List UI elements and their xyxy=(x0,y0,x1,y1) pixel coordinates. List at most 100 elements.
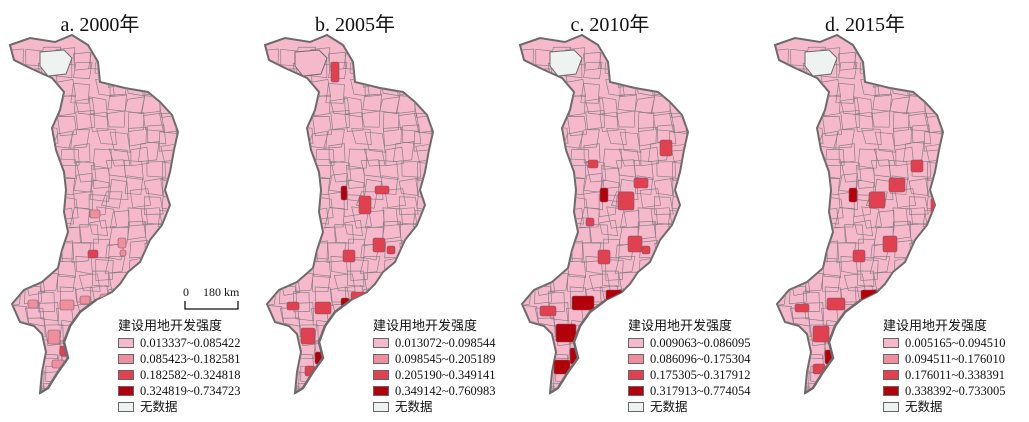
district-boundary xyxy=(297,97,316,117)
coastline xyxy=(804,299,862,395)
district-boundary xyxy=(944,158,961,177)
district-high xyxy=(386,245,396,255)
district-boundary xyxy=(10,211,30,234)
district-boundary xyxy=(589,224,609,244)
district-boundary xyxy=(657,124,677,145)
district-boundary xyxy=(428,93,433,114)
district-boundary xyxy=(126,65,146,86)
district-boundary xyxy=(905,207,928,226)
district-boundary xyxy=(74,368,96,386)
district-boundary xyxy=(785,133,806,152)
legend-label: 0.182582~0.324818 xyxy=(140,368,241,382)
district-boundary xyxy=(822,273,841,293)
district-boundary xyxy=(429,116,433,135)
district-high xyxy=(555,323,577,343)
legend-swatch xyxy=(118,402,134,412)
legend-item: 0.005165~0.094510 xyxy=(883,335,1006,351)
district-boundary xyxy=(265,160,282,178)
legend-label: 0.338392~0.733005 xyxy=(905,384,1006,398)
district-boundary xyxy=(347,304,367,326)
district-boundary xyxy=(941,272,943,289)
district-boundary xyxy=(842,349,861,370)
district-boundary xyxy=(792,340,812,357)
district-boundary xyxy=(23,285,42,305)
district-boundary xyxy=(923,51,943,75)
district-boundary xyxy=(395,207,418,226)
district-boundary xyxy=(547,252,568,269)
legend-item: 0.317913~0.774054 xyxy=(628,383,751,399)
legend-label: 无数据 xyxy=(650,400,688,414)
district-boundary xyxy=(140,207,163,226)
district-boundary xyxy=(670,290,688,310)
district-boundary xyxy=(398,270,417,291)
district-boundary xyxy=(430,239,433,263)
district-boundary xyxy=(393,64,412,85)
district-boundary xyxy=(312,273,331,293)
legend-label: 0.013337~0.085422 xyxy=(140,336,241,350)
district-boundary xyxy=(673,236,688,254)
district-boundary xyxy=(79,224,99,244)
district-boundary xyxy=(174,116,178,135)
district-boundary xyxy=(825,149,845,166)
district-boundary xyxy=(334,224,354,244)
district-boundary xyxy=(939,44,943,64)
district-boundary xyxy=(73,143,91,164)
district-boundary xyxy=(351,370,371,391)
district-boundary xyxy=(294,272,314,292)
district-boundary xyxy=(912,124,932,145)
district-boundary xyxy=(265,193,285,215)
district-boundary xyxy=(330,110,350,130)
district-boundary xyxy=(888,159,909,180)
no-data-area xyxy=(294,49,328,77)
district-boundary xyxy=(265,181,284,200)
district-boundary xyxy=(790,221,810,239)
district-boundary xyxy=(668,64,688,87)
district-boundary xyxy=(823,386,841,393)
district-boundary xyxy=(638,112,655,132)
scale-zero: 0 xyxy=(183,285,189,299)
district-boundary xyxy=(75,110,95,130)
district-boundary xyxy=(162,81,178,105)
district-boundary xyxy=(58,386,76,393)
district-boundary xyxy=(529,142,549,160)
district-boundary xyxy=(431,131,433,152)
legend-swatch xyxy=(373,402,389,412)
district-high xyxy=(342,249,356,263)
panel-title: b. 2005年 xyxy=(315,14,395,36)
legend-label: 0.009063~0.086095 xyxy=(650,336,751,350)
district-boundary xyxy=(276,238,296,258)
district-boundary xyxy=(925,290,943,310)
district-boundary xyxy=(143,177,164,196)
district-boundary xyxy=(411,254,430,274)
district-boundary xyxy=(941,257,943,275)
district-boundary xyxy=(520,160,537,178)
district-boundary xyxy=(37,142,55,162)
district-boundary xyxy=(941,226,943,250)
district-boundary xyxy=(874,48,895,67)
district-boundary xyxy=(861,370,881,391)
district-boundary xyxy=(790,80,810,102)
district-boundary xyxy=(637,207,658,227)
district-boundary xyxy=(27,340,47,357)
district-boundary xyxy=(146,252,166,271)
district-boundary xyxy=(329,368,351,386)
district-boundary xyxy=(179,158,196,177)
district-boundary xyxy=(37,178,58,195)
district-boundary xyxy=(312,369,334,389)
district-boundary xyxy=(10,85,27,104)
district-boundary xyxy=(413,64,433,87)
district-boundary xyxy=(325,82,345,104)
district-boundary xyxy=(92,355,113,374)
district-boundary xyxy=(276,210,298,229)
district-boundary xyxy=(940,178,943,196)
district-high xyxy=(374,185,390,195)
district-boundary xyxy=(277,356,297,376)
district-boundary xyxy=(666,254,685,274)
district-high xyxy=(826,297,846,311)
region-map xyxy=(518,33,690,395)
district-boundary xyxy=(291,109,310,127)
district-boundary xyxy=(282,196,300,215)
district-boundary xyxy=(25,80,45,102)
district-boundary xyxy=(807,97,826,117)
district-boundary xyxy=(911,252,931,271)
